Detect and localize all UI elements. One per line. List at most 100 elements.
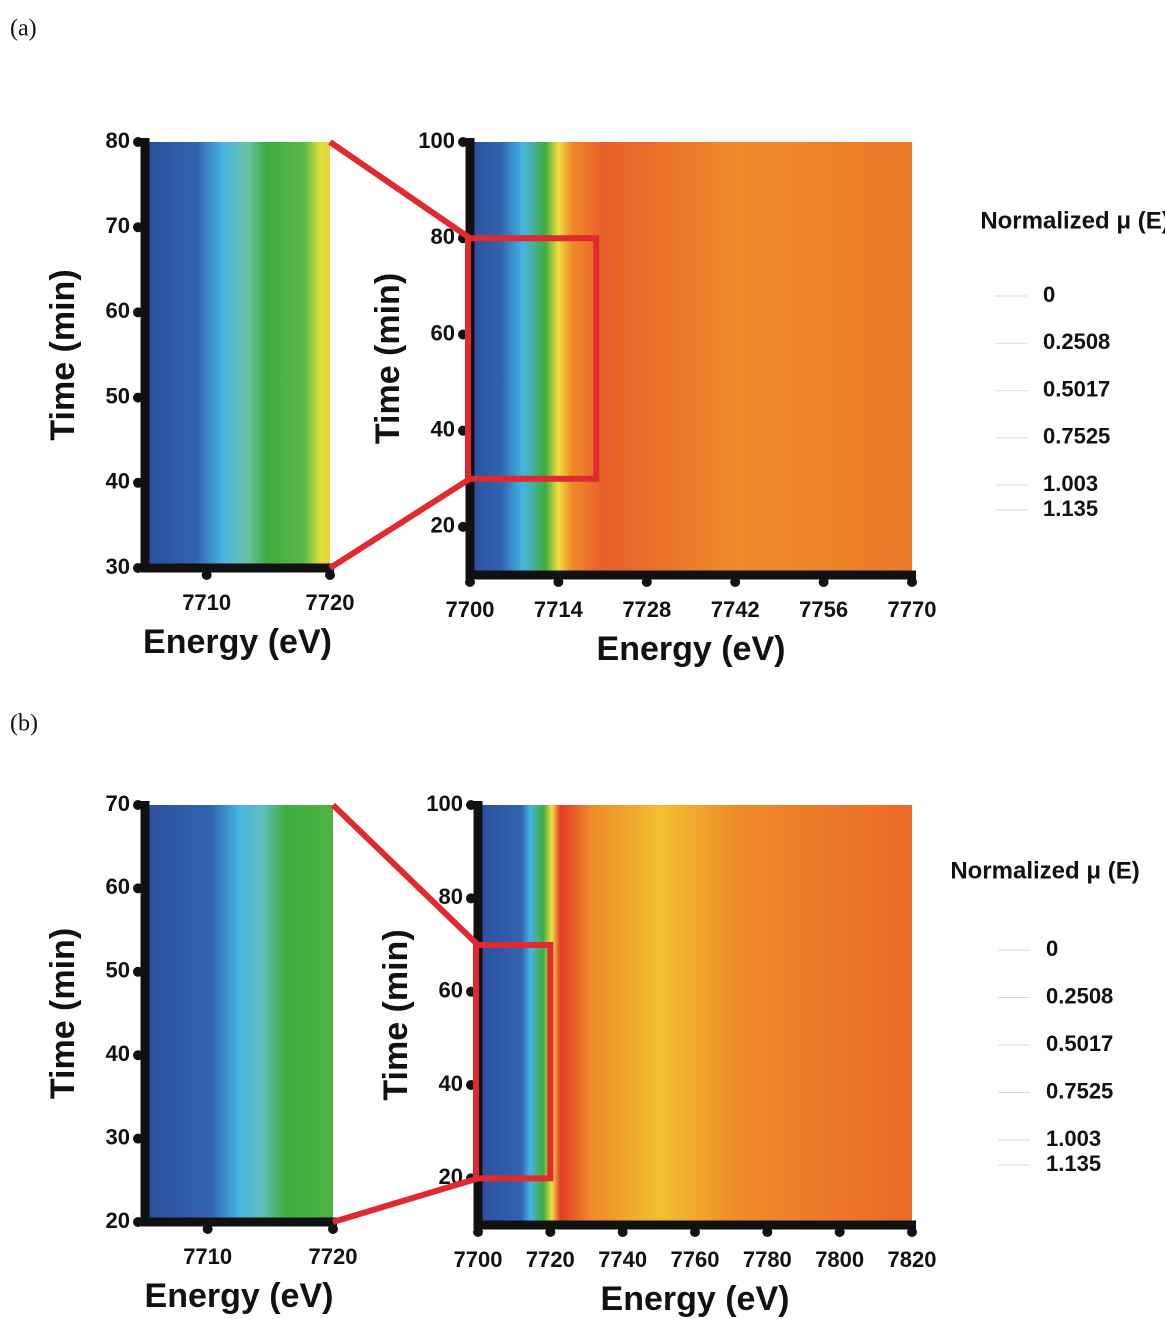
y-tick-label: 80 xyxy=(439,884,463,909)
colorbar-tick-label: 1.135 xyxy=(1043,496,1098,521)
colorbar-tick-label: 0.5017 xyxy=(1043,376,1110,401)
zoom-connector xyxy=(330,802,481,948)
x-tick-label: 7714 xyxy=(534,597,584,622)
x-tick xyxy=(730,577,741,587)
y-tick xyxy=(133,1217,143,1227)
y-tick xyxy=(458,521,468,532)
heatmap xyxy=(470,142,912,575)
y-tick xyxy=(133,1133,143,1144)
y-tick xyxy=(133,1050,143,1061)
x-axis-label: Energy (eV) xyxy=(143,623,332,661)
x-tick xyxy=(465,577,475,587)
y-tick-label: 40 xyxy=(106,469,130,494)
x-tick-label: 7700 xyxy=(446,597,495,622)
y-tick xyxy=(466,800,476,810)
x-tick-label: 7760 xyxy=(671,1247,720,1272)
y-axis-label: Time (min) xyxy=(44,928,82,1099)
x-tick xyxy=(553,577,564,587)
y-tick-label: 50 xyxy=(106,383,130,408)
colorbar-tick-label: 0.7525 xyxy=(1046,1078,1113,1103)
x-tick xyxy=(641,577,652,587)
y-tick-label: 60 xyxy=(106,874,130,899)
x-tick-label: 7720 xyxy=(526,1247,575,1272)
colorbar-tick-label: 1.003 xyxy=(1043,471,1098,496)
y-tick xyxy=(133,222,143,233)
y-tick xyxy=(466,893,476,904)
y-tick-label: 40 xyxy=(106,1041,130,1066)
x-tick-label: 7820 xyxy=(888,1247,937,1272)
y-tick-label: 20 xyxy=(431,513,455,538)
x-tick-label: 7720 xyxy=(309,1244,358,1269)
x-tick xyxy=(325,570,335,580)
y-tick-label: 30 xyxy=(106,1124,130,1149)
zoom-connector xyxy=(332,1175,479,1225)
x-tick xyxy=(834,1227,845,1237)
x-tick-label: 7740 xyxy=(598,1247,647,1272)
zoom-box xyxy=(473,942,554,1182)
y-tick-label: 30 xyxy=(106,554,130,579)
x-tick-label: 7720 xyxy=(306,590,355,615)
x-tick-label: 7742 xyxy=(711,597,760,622)
x-tick xyxy=(762,1227,773,1237)
y-tick xyxy=(458,137,468,147)
y-tick-label: 60 xyxy=(431,320,455,345)
y-tick xyxy=(133,883,143,894)
y-tick xyxy=(133,137,143,147)
colorbar-tick-label: 0.2508 xyxy=(1043,329,1110,354)
y-tick xyxy=(133,800,143,810)
heatmap xyxy=(145,142,330,568)
panel-label: (b) xyxy=(10,711,38,737)
y-tick-label: 20 xyxy=(106,1208,130,1233)
x-tick xyxy=(907,577,917,587)
y-tick-label: 100 xyxy=(426,791,463,816)
x-tick xyxy=(617,1227,628,1237)
y-axis-label: Time (min) xyxy=(377,929,415,1100)
colorbar-tick-label: 0.2508 xyxy=(1046,983,1113,1008)
colorbar-tick-label: 0.7525 xyxy=(1043,424,1110,449)
x-tick-label: 7710 xyxy=(182,590,231,615)
x-tick xyxy=(201,570,212,580)
x-tick xyxy=(818,577,829,587)
y-tick-label: 40 xyxy=(431,416,455,441)
x-tick xyxy=(545,1227,556,1237)
y-tick-label: 80 xyxy=(106,128,130,153)
y-tick xyxy=(133,477,143,488)
x-tick xyxy=(907,1227,917,1237)
y-tick-label: 70 xyxy=(106,791,130,816)
y-tick xyxy=(133,307,143,318)
y-tick-label: 50 xyxy=(106,958,130,983)
x-axis-label: Energy (eV) xyxy=(601,1280,790,1318)
y-tick-label: 40 xyxy=(439,1071,463,1096)
y-tick xyxy=(133,966,143,977)
colorbar-tick-label: 1.135 xyxy=(1046,1151,1101,1176)
panel-label: (a) xyxy=(10,16,37,42)
x-tick-label: 7756 xyxy=(799,597,848,622)
x-tick xyxy=(202,1224,213,1234)
x-tick-label: 7770 xyxy=(888,597,937,622)
x-tick-label: 7728 xyxy=(622,597,671,622)
x-tick xyxy=(473,1227,483,1237)
x-axis-label: Energy (eV) xyxy=(145,1277,334,1315)
x-tick-label: 7780 xyxy=(743,1247,792,1272)
y-tick-label: 60 xyxy=(106,298,130,323)
colorbar-tick-label: 1.003 xyxy=(1046,1126,1101,1151)
zoom-connector xyxy=(328,139,472,241)
colorbar-tick-label: 0 xyxy=(1046,936,1058,961)
x-tick xyxy=(690,1227,700,1237)
zoom-connector xyxy=(328,476,472,571)
y-tick-label: 100 xyxy=(418,128,455,153)
y-tick-label: 60 xyxy=(439,977,463,1002)
y-tick-label: 70 xyxy=(106,213,130,238)
colorbar-title: Normalized μ (E) xyxy=(950,857,1139,884)
heatmap xyxy=(478,805,912,1225)
colorbar-title: Normalized μ (E) xyxy=(980,207,1165,234)
colorbar-tick-label: 0.5017 xyxy=(1046,1031,1113,1056)
heatmap xyxy=(145,805,333,1222)
x-tick-label: 7800 xyxy=(815,1247,864,1272)
zoom-box xyxy=(465,235,600,482)
y-tick xyxy=(133,563,143,573)
y-tick xyxy=(133,392,143,403)
x-tick xyxy=(328,1224,338,1234)
colorbar-tick-label: 0 xyxy=(1043,282,1055,307)
